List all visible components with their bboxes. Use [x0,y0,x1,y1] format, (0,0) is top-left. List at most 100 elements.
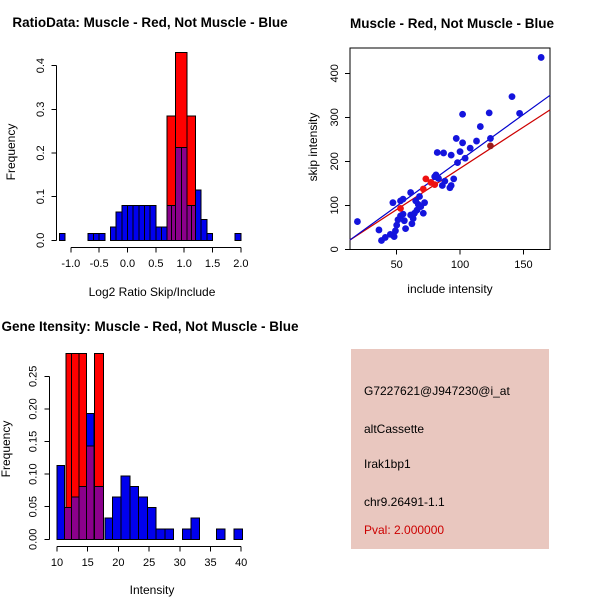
scatter-point [402,225,409,233]
notmuscle-blue-bars-bar [129,485,140,540]
notmuscle-blue-bars-bar [127,204,134,241]
chart-title: Muscle - Red, Not Muscle - Blue [350,16,555,31]
notmuscle-blue-bars-bar [155,528,166,540]
overlap-purple-bars-bar [63,506,73,540]
scatter-point [408,220,416,228]
scatter-point [375,226,383,234]
notmuscle-blue-bars-bar [233,528,243,540]
notmuscle-blue-bars-bar [121,204,129,241]
scatter-point [419,209,427,217]
scatter-point [454,159,461,167]
x-axis [70,246,242,253]
dark-red-point [487,142,494,150]
gene-intensity-histogram-panel: Gene Itensity: Muscle - Red, Not Muscle … [0,300,300,600]
y-tick-label: 0.00 [28,529,40,550]
notmuscle-blue-bars-bar [138,496,148,540]
notmuscle-blue-bars-bar [195,189,202,241]
overlap-purple-bars-bar [186,204,193,241]
overlap-purple-bars-bar [71,496,80,540]
red-fit-line [349,109,551,241]
notmuscle-blue-bars-bar [120,475,131,540]
y-tick-label: 0.0 [35,233,47,248]
notmuscle-blue-bars-bar [144,204,151,241]
notmuscle-blue-bars-bar [87,232,94,241]
scatter-point [431,181,439,189]
notmuscle-blue-bars-bar [190,517,200,540]
notmuscle-blue-bars-bar [155,226,163,241]
scatter-point [433,149,441,156]
scatter-point [473,137,480,145]
y-tick-label: 0.3 [35,102,47,117]
scatter-point [446,184,454,192]
x-tick-label: 0.5 [148,258,163,270]
x-tick-label: -1.0 [61,258,80,270]
scatter-point [476,123,484,130]
y-tick-label: 200 [329,152,341,170]
notmuscle-blue-bars-bar [161,226,168,241]
notmuscle-blue-bars-bar [56,465,65,540]
chart-title: RatioData: Muscle - Red, Not Muscle - Bl… [12,15,288,30]
notmuscle-blue-bars-bar [115,211,123,241]
notmuscle-blue-bars-bar [58,232,66,241]
overlap-purple-bars-bar [93,485,105,540]
y-tick-label: 0.1 [35,189,47,204]
x-tick-label: 35 [204,557,216,569]
overlap-purple-bars-bar [78,485,87,540]
scatter-point [537,54,545,61]
notmuscle-blue-bars-bar [146,506,157,540]
scatter-point [459,139,466,147]
event-type-text: altCassette [364,422,425,436]
notmuscle-blue-bars [58,189,242,241]
scatter-point [421,199,428,207]
x-axis-label: Intensity [130,583,175,597]
axis-ticks [345,72,524,255]
scatter-point [407,189,415,196]
ratio-histogram-chart: RatioData: Muscle - Red, Not Muscle - Bl… [4,15,288,299]
intensity-scatter-panel: Muscle - Red, Not Muscle - Blue 50 100 150 0… [300,0,600,300]
scatter-point [399,195,407,203]
locus-text: chr9.26491-1.1 [364,495,445,509]
chart-title: Gene Itensity: Muscle - Red, Not Muscle … [1,319,299,334]
y-tick-label: 0.10 [28,463,40,484]
x-tick-label: 150 [514,259,532,271]
scatter-point [416,193,423,200]
overlap-purple-bars-bar [191,204,197,241]
overlap-purple-bars-bar [180,146,188,241]
x-tick-label: 20 [112,557,124,569]
scatter-point [440,149,447,157]
gene-symbol-text: Irak1bp1 [364,457,411,471]
overlap-purple-bars-bar [171,204,177,241]
notmuscle-blue-bars-bar [92,232,100,241]
scatter-point [450,175,458,183]
x-axis-label: Log2 Ratio Skip/Include [89,285,216,299]
y-tick-label: 0.20 [28,398,40,419]
x-tick-label: 0.0 [120,258,135,270]
x-axis [56,545,242,552]
x-tick-label: 25 [143,557,155,569]
ratio-histogram-panel: RatioData: Muscle - Red, Not Muscle - Bl… [0,0,300,300]
notmuscle-blue-bars-bar [234,232,242,241]
pvalue-text: Pval: 2.000000 [364,523,445,537]
notmuscle-blue-bars-bar [138,204,146,241]
scatter-point [508,93,516,101]
x-tick-label: 15 [82,557,94,569]
x-tick-label: 50 [391,259,403,271]
scatter-point [516,109,523,117]
overlap-purple-bars-bar [85,445,95,540]
scatter-point [393,221,401,229]
intensity-scatter-chart: Muscle - Red, Not Muscle - Blue 50 100 150 0… [306,16,555,296]
blue-fit-line [349,94,551,241]
y-tick-label: 0.05 [28,496,40,517]
scatter-point [397,204,404,212]
notmuscle-blue-bars-bar [181,528,192,540]
y-tick-label: 100 [329,196,341,214]
scatter-point [452,135,460,142]
muscle-red-points [397,175,439,212]
overlap-purple-bars-bar [166,204,173,241]
gene-info-card: G7227621@J947230@i_at altCassette Irak1b… [351,349,549,549]
scatter-point [409,215,417,222]
y-axis [51,65,58,241]
scatter-point [400,217,408,225]
scatter-point [381,234,389,241]
